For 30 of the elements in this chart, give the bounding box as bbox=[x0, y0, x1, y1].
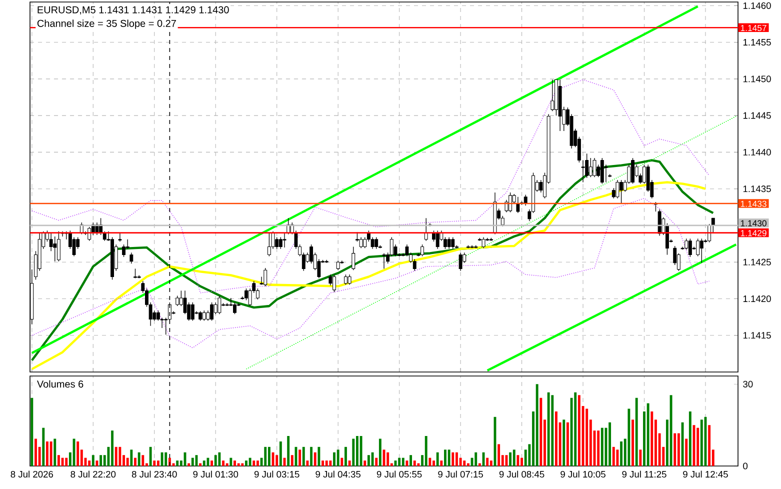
x-tick-label: 9 Jul 05:55 bbox=[376, 470, 422, 478]
x-tick-label: 9 Jul 11:25 bbox=[622, 470, 666, 478]
y-tick-label: 1.1435 bbox=[743, 186, 771, 192]
ref-line-label: 1.1457 bbox=[740, 25, 766, 32]
chart-title: Volumes 6 bbox=[36, 380, 84, 388]
y-tick-label: 1.1415 bbox=[743, 332, 771, 339]
chart-title: EURUSD,M5 1.1431 1.1431 1.1429 1.1430 bbox=[38, 6, 229, 15]
ref-line-label: 1.1429 bbox=[740, 230, 766, 236]
x-tick-label: 9 Jul 10:05 bbox=[560, 470, 606, 478]
x-tick-label: 9 Jul 08:45 bbox=[499, 470, 544, 478]
y-tick-label: 30 bbox=[743, 380, 753, 388]
y-tick-label: 1.1445 bbox=[743, 112, 771, 119]
y-tick-label: 1.1440 bbox=[743, 148, 771, 156]
y-tick-label: 1.1425 bbox=[743, 258, 771, 266]
x-tick-label: 9 Jul 07:15 bbox=[438, 470, 483, 478]
text: Channel size = 35 Slope = 0.27 bbox=[37, 20, 176, 29]
y-tick-label: 1.1460 bbox=[743, 2, 771, 9]
ref-line-label: 1.1433 bbox=[740, 200, 766, 207]
y-tick-label: 1.1420 bbox=[743, 295, 771, 302]
x-tick-label: 8 Jul 2026 bbox=[10, 470, 54, 478]
x-tick-label: 9 Jul 03:15 bbox=[254, 470, 300, 478]
ref-line-label: 1.1430 bbox=[740, 220, 766, 226]
x-tick-label: 8 Jul 23:40 bbox=[132, 470, 177, 478]
x-tick-label: 9 Jul 12:45 bbox=[683, 470, 728, 478]
x-tick-label: 8 Jul 22:20 bbox=[70, 470, 116, 478]
y-tick-label: 1.1450 bbox=[743, 76, 771, 82]
y-tick-label: 1.1455 bbox=[743, 39, 771, 46]
y-tick-label: 0 bbox=[743, 462, 748, 470]
x-tick-label: 9 Jul 01:30 bbox=[193, 470, 238, 478]
x-tick-label: 9 Jul 04:35 bbox=[316, 470, 360, 478]
